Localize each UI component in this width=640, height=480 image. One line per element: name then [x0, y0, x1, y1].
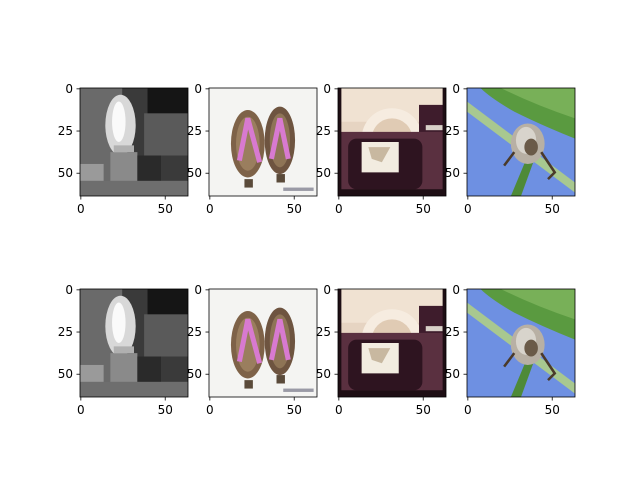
y-tick-label: 0 — [65, 283, 73, 297]
y-tick-label: 0 — [194, 283, 202, 297]
y-tick-label: 25 — [445, 124, 460, 138]
y-tick-label: 25 — [187, 325, 202, 339]
panel-image — [467, 289, 575, 397]
image-panel: 0 50 0 25 50 — [445, 82, 576, 216]
x-tick-label: 50 — [416, 202, 431, 216]
y-tick-label: 25 — [58, 124, 73, 138]
panel-image — [209, 88, 317, 196]
image-panel: 0 50 0 25 50 — [187, 283, 318, 417]
axes-frame — [337, 87, 447, 197]
x-tick-label: 0 — [464, 403, 472, 417]
y-tick-label: 25 — [58, 325, 73, 339]
y-tick-label: 25 — [316, 124, 331, 138]
panel-image — [209, 289, 317, 397]
y-tick-label: 25 — [187, 124, 202, 138]
x-tick-label: 0 — [464, 202, 472, 216]
axes-frame — [79, 288, 189, 398]
x-tick-label: 0 — [335, 202, 343, 216]
y-tick-label: 0 — [194, 82, 202, 96]
y-tick-label: 0 — [452, 283, 460, 297]
panel-image — [80, 289, 188, 397]
x-tick-label: 0 — [206, 202, 214, 216]
panel-image — [338, 289, 446, 397]
y-tick-label: 25 — [445, 325, 460, 339]
x-tick-label: 50 — [158, 403, 173, 417]
y-tick-label: 0 — [65, 82, 73, 96]
y-tick-label: 50 — [445, 166, 460, 180]
y-tick-label: 0 — [452, 82, 460, 96]
panel-image — [80, 88, 188, 196]
x-tick-label: 50 — [287, 403, 302, 417]
image-panel: 0 50 0 25 50 — [445, 283, 576, 417]
x-tick-label: 50 — [545, 202, 560, 216]
x-tick-label: 0 — [77, 403, 85, 417]
image-panel: 0 50 0 25 50 — [58, 283, 189, 417]
axes-frame — [466, 87, 576, 197]
axes-frame — [208, 288, 318, 398]
x-tick-label: 50 — [287, 202, 302, 216]
y-tick-label: 50 — [316, 367, 331, 381]
y-tick-label: 50 — [316, 166, 331, 180]
y-tick-label: 50 — [58, 367, 73, 381]
y-tick-label: 50 — [58, 166, 73, 180]
x-tick-label: 50 — [158, 202, 173, 216]
x-tick-label: 0 — [77, 202, 85, 216]
axes-frame — [337, 288, 447, 398]
panel-grid: 0 50 0 25 50 0 50 0 25 50 0 50 0 25 50 0 50 0 25 50 0 50 0 25 50… — [58, 82, 576, 417]
axes-frame — [466, 288, 576, 398]
x-tick-label: 50 — [416, 403, 431, 417]
y-tick-label: 0 — [323, 82, 331, 96]
y-tick-label: 50 — [187, 367, 202, 381]
image-panel: 0 50 0 25 50 — [187, 82, 318, 216]
axes-frame — [208, 87, 318, 197]
axes-frame — [79, 87, 189, 197]
y-tick-label: 25 — [316, 325, 331, 339]
y-tick-label: 0 — [323, 283, 331, 297]
y-tick-label: 50 — [187, 166, 202, 180]
x-tick-label: 0 — [335, 403, 343, 417]
image-panel: 0 50 0 25 50 — [316, 82, 447, 216]
image-panel: 0 50 0 25 50 — [316, 283, 447, 417]
image-panel: 0 50 0 25 50 — [58, 82, 189, 216]
x-tick-label: 0 — [206, 403, 214, 417]
panel-image — [467, 88, 575, 196]
panel-image — [338, 88, 446, 196]
x-tick-label: 50 — [545, 403, 560, 417]
y-tick-label: 50 — [445, 367, 460, 381]
